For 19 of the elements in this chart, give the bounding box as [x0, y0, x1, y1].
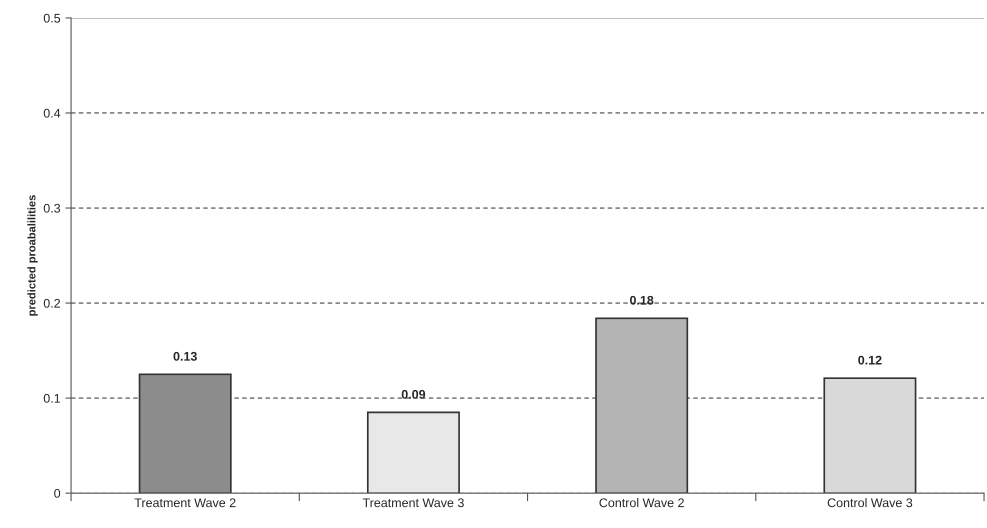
- x-tick-label: Treatment Wave 3: [362, 498, 464, 508]
- x-tick-label: Treatment Wave 2: [134, 498, 236, 508]
- y-tick-label: 0.3: [44, 204, 60, 213]
- bar: [823, 377, 916, 494]
- data-label: 0.09: [402, 390, 426, 399]
- bar: [595, 317, 688, 494]
- y-tick-label: 0.2: [44, 298, 60, 308]
- y-tick-label: 0: [54, 488, 60, 498]
- bar: [366, 412, 460, 494]
- data-label: 0.18: [630, 296, 654, 305]
- data-label: 0.13: [174, 352, 197, 361]
- data-label: 0.12: [858, 356, 882, 365]
- y-tick-label: 0.5: [44, 14, 60, 23]
- x-tick-label: Control Wave 2: [599, 498, 684, 508]
- y-tick-label: 0.1: [44, 394, 60, 403]
- y-axis-title: predicted proabalilities: [27, 195, 38, 316]
- bar: [138, 374, 232, 494]
- y-tick-label: 0.4: [44, 108, 60, 118]
- x-tick-label: Control Wave 3: [828, 498, 912, 508]
